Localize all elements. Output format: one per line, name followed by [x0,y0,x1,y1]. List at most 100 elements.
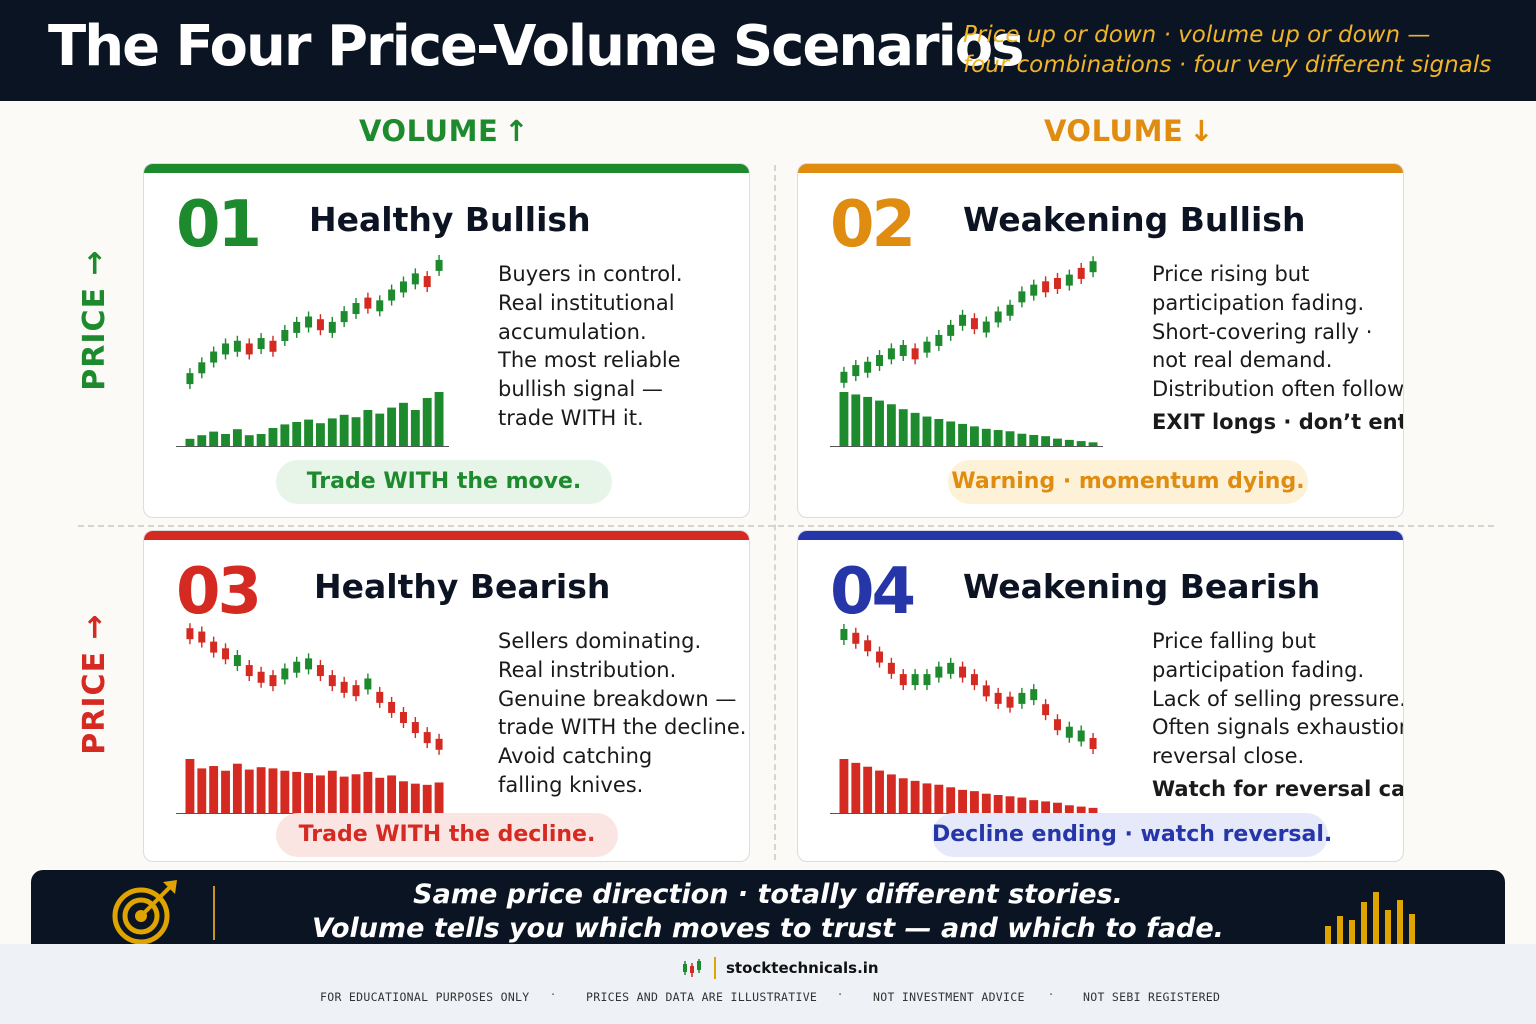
disclaimer-not-sebi: NOT SEBI REGISTERED [1083,990,1221,1004]
volume-bar [221,434,230,446]
candle-body [316,319,324,331]
candle-body [1006,696,1014,708]
page-subtitle: Price up or down · volume up or down — f… [963,20,1523,80]
disclaimer-separator: · [838,988,843,1003]
volume-bar [981,428,991,446]
card-title: Healthy Bearish [314,567,611,606]
candle-body [876,355,884,367]
volume-bar [1017,433,1027,446]
candle-body [970,674,978,686]
candle-body [970,318,978,330]
brand-divider [714,957,716,979]
disclaimer-educational: FOR EDUCATIONAL PURPOSES ONLY [320,990,530,1004]
candle-body [376,691,384,703]
volume-bar [244,435,254,446]
volume-bar [185,438,195,446]
candle-body [210,641,218,653]
volume-bar [363,771,373,813]
candle-body [1065,726,1073,738]
volume-bar [304,419,313,446]
signal-pill: Trade WITH the move. [276,460,612,504]
banner-line-2: Volume tells you which moves to trust — … [312,913,1224,944]
price-up-label: PRICE → [75,235,115,405]
volume-bar [1005,796,1015,813]
candle-body [994,692,1002,704]
arrow-down-icon: ↓ [1189,114,1215,148]
candle-body [233,340,241,352]
card-accent-bar [144,531,749,540]
candle-body [982,321,990,333]
candle-body [222,343,230,355]
volume-bar [197,768,207,813]
candle-body [305,658,313,670]
desc-line: Real instribution. [498,657,677,682]
volume-bar [1064,805,1074,813]
candle-body [1018,291,1026,303]
candle-body [1042,281,1050,293]
candle-body [411,273,419,285]
volume-bar [1041,801,1051,813]
signal-pill: Trade WITH the decline. [276,813,618,857]
volume-bar [351,774,361,813]
volume-bar [981,793,991,813]
candle-body [364,297,372,309]
candle-body [399,281,407,293]
volume-bar [339,414,349,446]
candle-body [328,675,336,687]
candle-body [947,324,955,336]
candlestick-volume-chart [830,624,1103,814]
candle-body [364,678,372,690]
desc-line: reversal close. [1152,744,1305,769]
volume-bar [1029,434,1039,446]
volume-bar [292,771,302,813]
volume-bar [268,768,278,813]
volume-bar [993,795,1003,813]
candle-body [982,685,990,697]
card-number: 02 [830,188,916,262]
card-number: 03 [176,555,262,629]
volume-bar [1064,439,1074,446]
volume-bar [839,759,849,813]
candle-body [1030,689,1038,701]
candle-body [198,631,206,643]
desc-line: not real demand. [1152,348,1333,373]
volume-bar [886,774,896,813]
card-weakening-bearish: 04 Weakening Bearish Price falling but p… [797,530,1404,862]
candle-body [281,329,289,341]
volume-bar [910,412,920,446]
volume-bar [232,763,242,813]
card-number: 01 [176,188,262,262]
volume-bar [387,407,397,446]
volume-bar [422,398,432,446]
volume-bar [946,421,956,446]
desc-line: Real institutional [498,290,675,315]
candle-body [935,334,943,346]
volume-bar [886,404,896,446]
candle-body [840,371,848,383]
volume-bar [185,759,195,813]
candle-body [340,311,348,323]
desc-line: Distribution often follows. [1152,377,1404,402]
candle-body [852,365,860,377]
banner-divider [213,886,215,940]
candle-body [899,344,907,356]
candle-body [911,674,919,686]
candle-body [376,300,384,312]
card-title: Weakening Bullish [963,200,1306,239]
vertical-divider [774,165,776,860]
candle-body [340,681,348,693]
volume-bar [422,784,432,813]
desc-line: Lack of selling pressure. [1152,686,1404,711]
desc-line: bullish signal — [498,377,663,402]
candle-body [186,628,194,640]
candlestick-volume-chart [176,623,449,814]
volume-bar [863,766,873,813]
volume-up-text: VOLUME [359,114,499,148]
candle-body [293,661,301,673]
volume-bar [399,781,408,813]
candle-body [864,361,872,373]
volume-bar [221,770,230,813]
volume-bar [851,762,861,813]
desc-line: participation fading. [1152,290,1365,315]
volume-bar [327,418,337,446]
